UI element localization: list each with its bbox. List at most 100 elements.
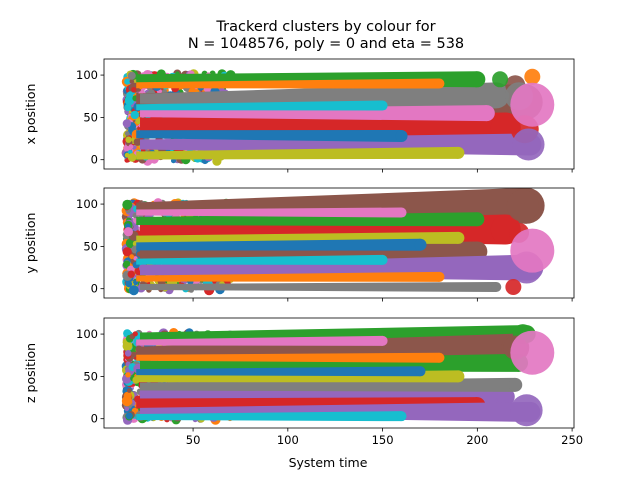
- cluster-point: [125, 136, 132, 143]
- cluster-track-end-12: [396, 411, 407, 422]
- cluster-point: [124, 78, 131, 85]
- cluster-track-end-10: [434, 352, 445, 363]
- cluster-track-end-6: [491, 282, 502, 292]
- y-tick-label: 0: [91, 282, 98, 296]
- cluster-point: [131, 87, 137, 93]
- cluster-point: [122, 199, 133, 210]
- x-tick-label: 250: [561, 433, 583, 447]
- cluster-point: [129, 79, 135, 84]
- cluster-point: [124, 104, 132, 112]
- chart-title-line2: N = 1048576, poly = 0 and eta = 538: [188, 36, 464, 52]
- final-cluster-3: [510, 394, 543, 427]
- cluster-point: [121, 395, 133, 407]
- cluster-point: [125, 238, 136, 249]
- cluster-track-9: [136, 366, 421, 377]
- y-tick-label: 100: [76, 327, 98, 341]
- cluster-track-10: [136, 352, 440, 363]
- subplot-1: 0 50 100 x position: [23, 58, 575, 173]
- cluster-point: [127, 388, 132, 393]
- cluster-point: [128, 285, 139, 296]
- cluster-point: [127, 153, 137, 162]
- final-cluster-2: [492, 71, 509, 88]
- subplots: 0 50 100 x position 0 50 100 y position 0 50 100 50…: [23, 58, 583, 447]
- cluster-track-end-8: [452, 370, 465, 383]
- x-tick-label: 100: [277, 433, 299, 447]
- cluster-point: [133, 138, 142, 146]
- cluster-track-6: [140, 282, 497, 292]
- y-tick-label: 100: [76, 197, 98, 211]
- cluster-point: [132, 331, 138, 337]
- final-cluster-6: [512, 128, 545, 161]
- cluster-track-10: [136, 254, 383, 265]
- cluster-track-11: [136, 335, 383, 346]
- x-axis-label: System time: [289, 455, 368, 470]
- cluster-track-end-7: [452, 146, 465, 159]
- cluster-track-9: [136, 271, 440, 282]
- cluster-point: [125, 372, 131, 378]
- cluster-point: [123, 227, 133, 237]
- x-tick-label: 50: [186, 433, 201, 447]
- final-cluster-3: [524, 68, 541, 85]
- cluster-point: [127, 71, 136, 80]
- cluster-track-end-8: [395, 130, 408, 142]
- cluster-track-end-11: [396, 207, 407, 218]
- cluster-track-end-5: [470, 212, 485, 227]
- axes-frame: [103, 187, 575, 299]
- cluster-track-end-8: [414, 238, 427, 251]
- cluster-track-8: [136, 130, 402, 142]
- cluster-point: [122, 119, 132, 128]
- cluster-track-end-10: [377, 254, 388, 265]
- plot-area: [121, 188, 555, 296]
- final-cluster-4: [505, 279, 522, 295]
- cluster-point: [125, 412, 133, 420]
- cluster-point: [124, 95, 135, 106]
- cluster-track-end-6: [478, 105, 495, 122]
- final-cluster-4: [510, 330, 555, 375]
- y-axis-label: y position: [23, 213, 38, 274]
- cluster-track-11: [136, 207, 402, 218]
- cluster-point: [122, 341, 133, 351]
- cluster-track-end-4: [496, 387, 515, 406]
- plot-area: [121, 324, 555, 427]
- y-tick-label: 50: [83, 369, 98, 383]
- cluster-track-10: [136, 100, 383, 111]
- cluster-point: [124, 406, 130, 412]
- cluster-track-end-4: [483, 82, 510, 109]
- cluster-point: [125, 280, 133, 288]
- final-cluster-1: [506, 189, 539, 222]
- cluster-point: [122, 247, 132, 257]
- cluster-point: [124, 350, 132, 357]
- chart-title-line1: Trackerd clusters by colour for: [215, 19, 435, 35]
- cluster-track-end-9: [415, 366, 426, 377]
- subplot-3: 0 50 100 50 100 150 200 250 z position: [23, 317, 583, 447]
- y-tick-label: 100: [76, 68, 98, 82]
- cluster-point: [124, 152, 130, 158]
- x-tick-label: 150: [372, 433, 394, 447]
- x-tick-label: 200: [466, 433, 488, 447]
- cluster-track-end-11: [377, 335, 388, 346]
- y-axis-label: z position: [23, 343, 38, 403]
- cluster-point: [171, 158, 176, 164]
- final-cluster-5: [510, 228, 555, 273]
- axes-frame: [103, 317, 575, 429]
- cluster-track-end-10: [377, 100, 388, 111]
- cluster-track-end-6: [508, 377, 523, 392]
- cluster-point: [135, 118, 142, 125]
- cluster-point: [127, 270, 135, 278]
- cluster-track-8: [136, 238, 421, 251]
- cluster-point: [129, 254, 135, 260]
- cluster-track-end-9: [434, 271, 445, 282]
- subplot-2: 0 50 100 y position: [23, 187, 575, 302]
- y-tick-label: 50: [83, 239, 98, 253]
- final-cluster-7: [510, 82, 555, 127]
- cluster-track-9: [136, 78, 440, 89]
- plot-area: [121, 68, 555, 166]
- cluster-point: [128, 144, 134, 150]
- y-axis-label: x position: [23, 84, 38, 145]
- axes-frame: [103, 58, 575, 170]
- y-tick-label: 0: [91, 412, 98, 426]
- cluster-track-4: [140, 82, 497, 109]
- cluster-track-end-9: [434, 78, 445, 89]
